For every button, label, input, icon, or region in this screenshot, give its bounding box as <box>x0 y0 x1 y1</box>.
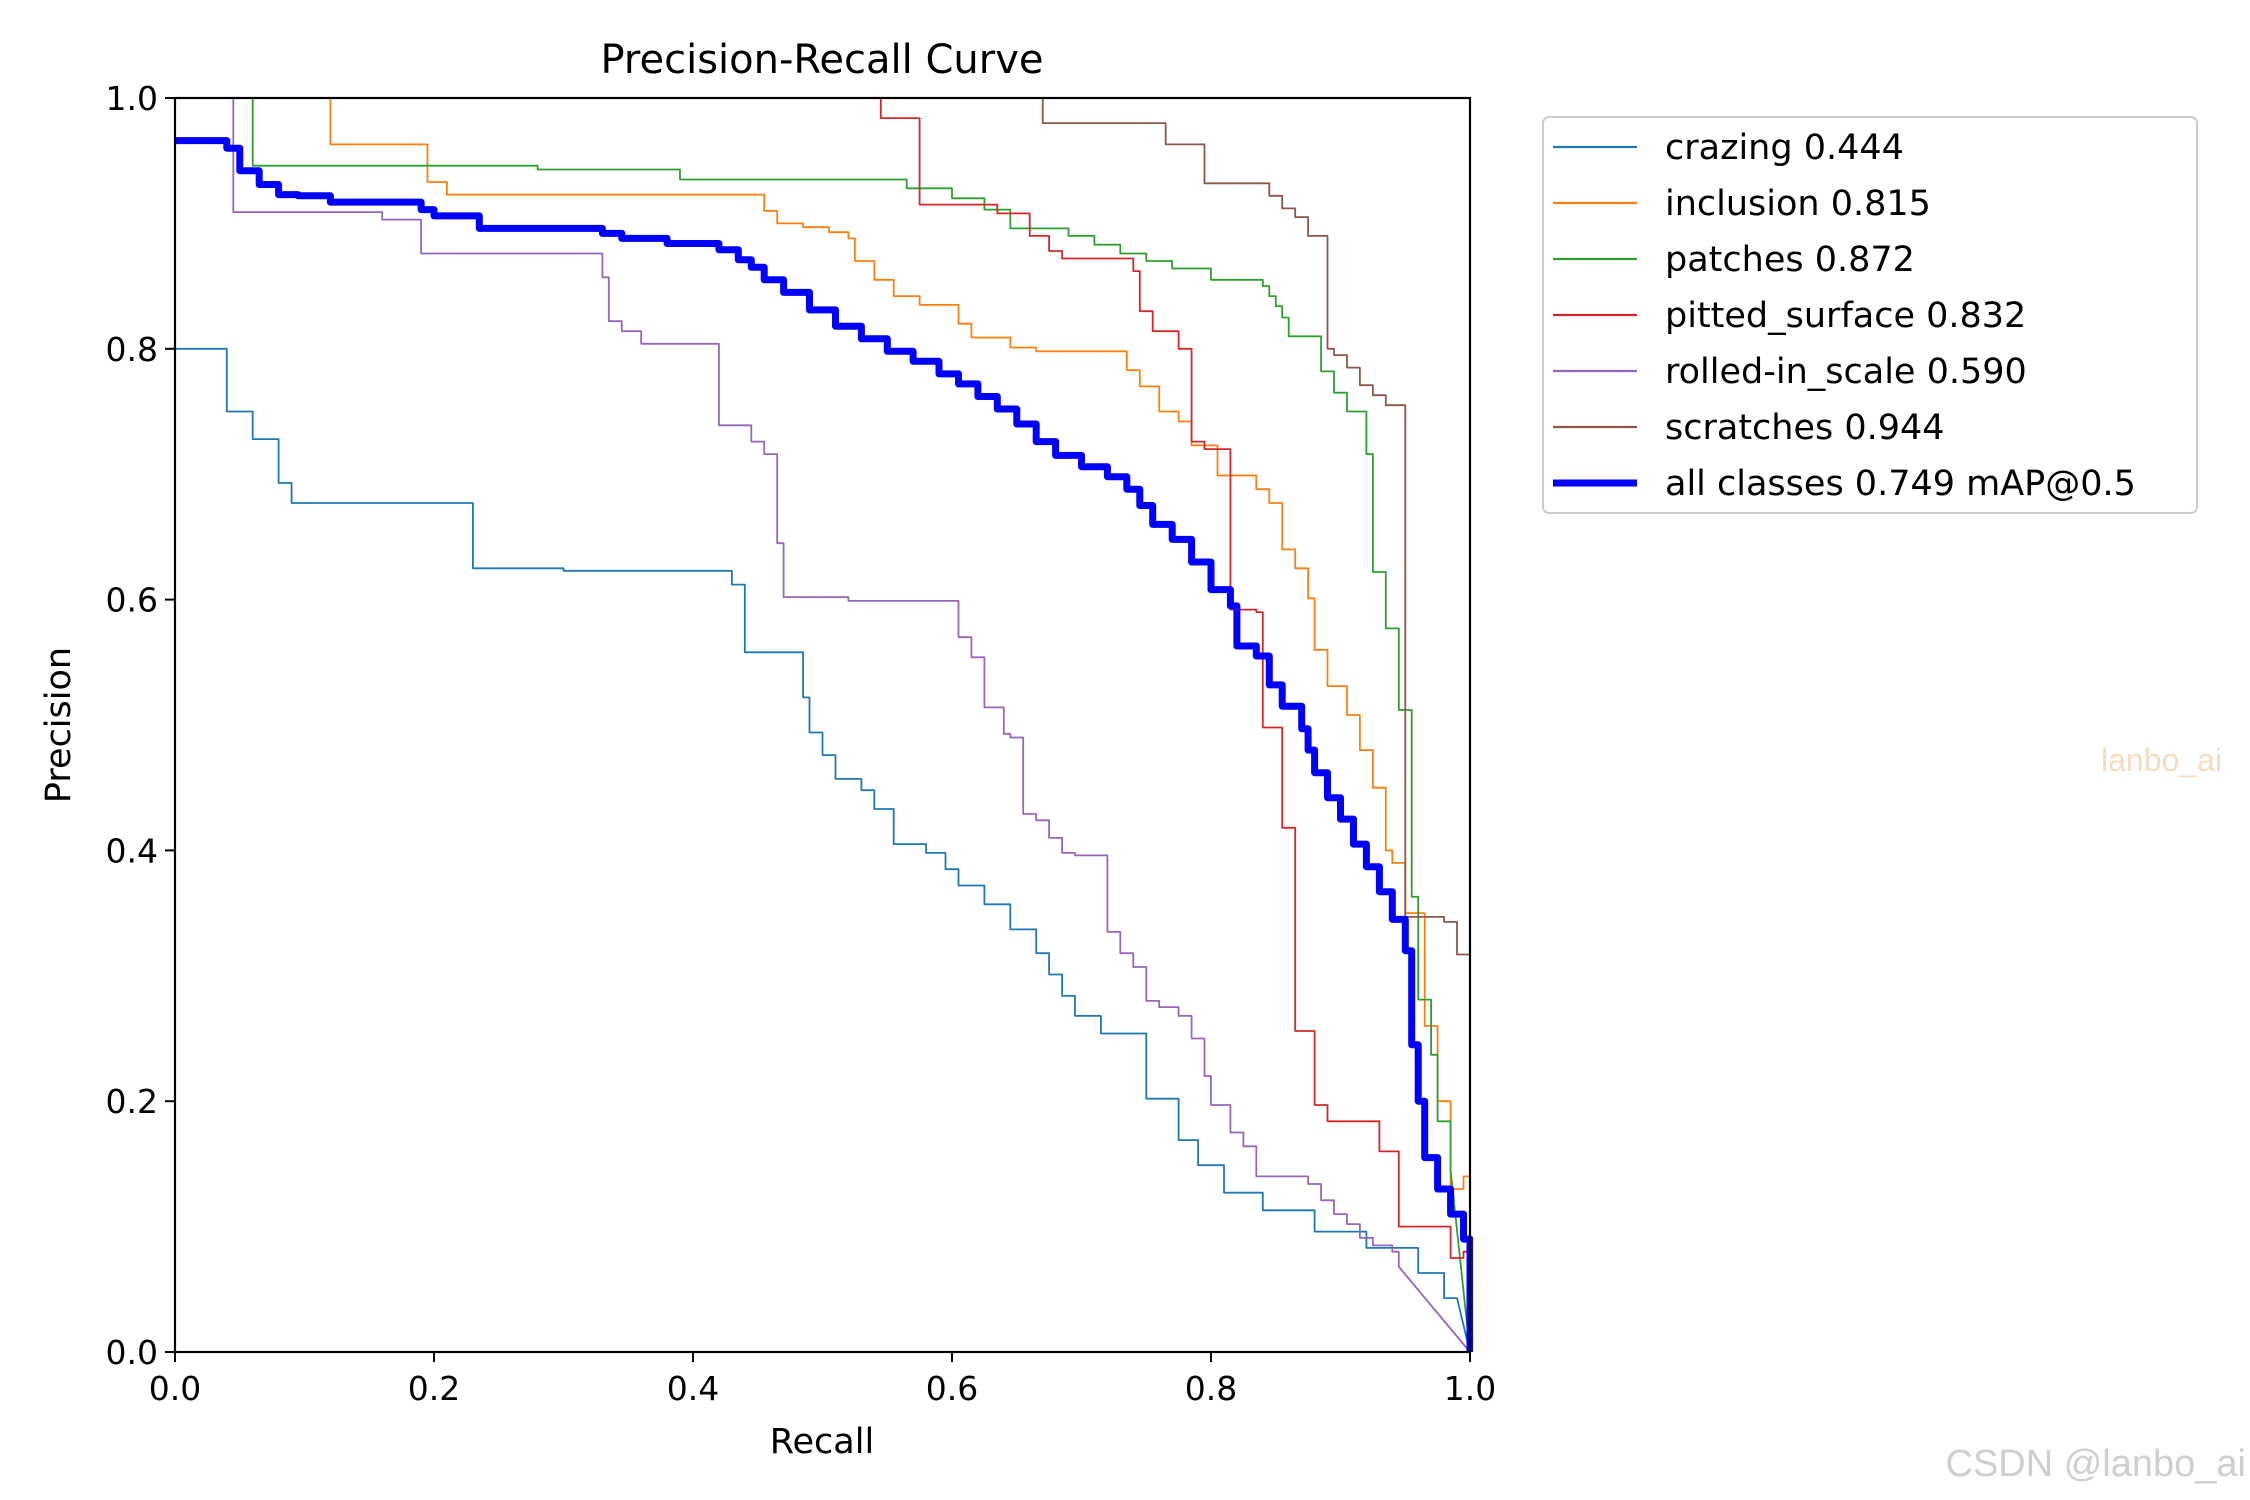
x-tick-label: 0.8 <box>1185 1369 1237 1408</box>
series-line-scratches <box>1041 98 1471 1352</box>
legend: crazing 0.444 inclusion 0.815 patches 0.87… <box>1542 116 2198 514</box>
series-layer <box>175 98 1473 1353</box>
y-tick-label: 0.6 <box>106 581 158 620</box>
legend-label: inclusion 0.815 <box>1665 184 1931 224</box>
legend-label: patches 0.872 <box>1665 240 1915 280</box>
legend-label: scratches 0.944 <box>1665 408 1945 448</box>
x-tick-label: 1.0 <box>1444 1369 1496 1408</box>
y-axis-label: Precision <box>39 647 79 803</box>
footer-watermark: CSDN @lanbo_ai <box>1946 1443 2247 1485</box>
legend-label: rolled-in_scale 0.590 <box>1665 352 2027 392</box>
x-tick-label: 0.6 <box>926 1369 978 1408</box>
y-tick-label: 0.4 <box>106 831 158 870</box>
series-line-rolled-in-scale <box>232 98 1471 1353</box>
series-line-inclusion <box>329 98 1471 1352</box>
series-line-crazing <box>175 347 1471 1353</box>
series-line-patches <box>251 98 1471 1353</box>
y-axis: 0.0 0.2 0.4 0.6 0.8 1.0 <box>106 79 175 1372</box>
legend-label: pitted_surface 0.832 <box>1665 296 2026 336</box>
x-tick-label: 0.0 <box>149 1369 201 1408</box>
chart-title: Precision-Recall Curve <box>601 37 1044 83</box>
side-watermark: lanbo_ai <box>2101 742 2222 778</box>
y-tick-label: 0.8 <box>106 330 158 369</box>
plot-frame <box>173 96 1472 1354</box>
legend-label: crazing 0.444 <box>1665 128 1904 168</box>
y-tick-label: 0.2 <box>106 1082 158 1121</box>
series-line-all-classes <box>175 137 1473 1352</box>
x-tick-label: 0.2 <box>408 1369 460 1408</box>
x-axis-label: Recall <box>770 1422 874 1462</box>
x-tick-label: 0.4 <box>667 1369 719 1408</box>
y-tick-label: 1.0 <box>106 79 158 118</box>
legend-box <box>1542 116 2198 514</box>
legend-label: all classes 0.749 mAP@0.5 <box>1665 464 2136 504</box>
y-tick-label: 0.0 <box>106 1333 158 1372</box>
x-axis: 0.0 0.2 0.4 0.6 0.8 1.0 <box>149 1352 1496 1408</box>
series-line-pitted-surface <box>879 98 1471 1352</box>
